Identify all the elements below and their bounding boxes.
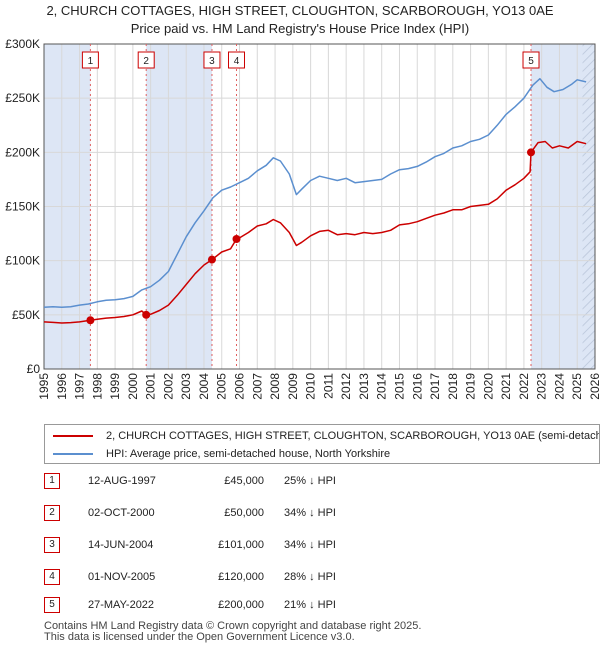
x-tick-label: 2011	[321, 373, 335, 399]
sale-marker-box	[137, 51, 155, 69]
sale-point	[232, 235, 241, 243]
x-tick-label: 2006	[233, 373, 247, 400]
sale-point	[527, 148, 536, 157]
x-tick-label: 2025	[570, 373, 584, 400]
x-tick-label: 2004	[197, 373, 211, 400]
legend-label-hpi: HPI: Average price, semi-detached house,…	[106, 448, 391, 460]
x-tick-label: 2009	[286, 373, 300, 400]
sale-number-badge: 4	[44, 569, 60, 585]
x-tick-label: 2014	[375, 373, 389, 400]
x-tick-label: 2013	[357, 373, 371, 400]
x-tick-label: 2016	[410, 373, 424, 400]
sale-date: 14-JUN-2004	[88, 539, 154, 551]
x-tick-label: 2019	[464, 373, 478, 400]
x-tick-label: 2010	[304, 373, 318, 400]
sale-date: 01-NOV-2005	[88, 571, 156, 583]
legend-item-hpi: HPI: Average price, semi-detached house,…	[53, 445, 390, 463]
x-tick-label: 2012	[339, 373, 353, 400]
x-tick-label: 2023	[535, 373, 549, 400]
sale-marker-label: 2	[143, 56, 149, 67]
sale-hpi-diff: 21% ↓ HPI	[284, 599, 336, 611]
sale-marker-box	[227, 51, 245, 69]
y-tick-label: £100K	[5, 254, 40, 268]
price-chart: 1 2 3 4 5 £0 £50K £100K £150K £200K £250K £300K 199…	[5, 37, 600, 400]
y-tick-label: £300K	[5, 37, 40, 51]
x-tick-label: 2000	[126, 373, 140, 400]
chart-title-line2: Price paid vs. HM Land Registry's House …	[130, 21, 470, 36]
x-tick-label: 2015	[392, 373, 406, 400]
sale-marker-label: 3	[209, 56, 215, 67]
sale-price: £101,000	[218, 539, 264, 551]
sale-hpi-diff: 25% ↓ HPI	[284, 475, 336, 487]
sale-number-badge: 3	[44, 537, 60, 553]
legend-swatch-property	[53, 435, 93, 437]
sale-marker-label: 1	[88, 56, 94, 67]
sale-price: £45,000	[224, 475, 264, 487]
x-tick-label: 2003	[179, 373, 193, 400]
sale-point	[207, 255, 216, 264]
x-tick-label: 2020	[481, 373, 495, 400]
sale-hpi-diff: 34% ↓ HPI	[284, 539, 336, 551]
x-tick-label: 1998	[90, 373, 104, 400]
sale-price: £200,000	[218, 599, 264, 611]
x-tick-label: 2026	[588, 373, 600, 400]
sale-date: 12-AUG-1997	[88, 475, 156, 487]
sale-hpi-diff: 28% ↓ HPI	[284, 571, 336, 583]
property-price-line	[43, 140, 587, 324]
x-tick-label: 2018	[446, 373, 460, 400]
legend-swatch-hpi	[53, 453, 93, 455]
x-tick-label: 2022	[517, 373, 531, 400]
sale-marker-box	[522, 51, 540, 69]
sale-price: £50,000	[224, 507, 264, 519]
x-tick-label: 1995	[37, 373, 51, 400]
x-tick-label: 2021	[499, 373, 513, 400]
sale-price: £120,000	[218, 571, 264, 583]
x-tick-label: 2024	[552, 373, 566, 400]
sale-point	[142, 310, 151, 319]
legend-item-property: 2, CHURCH COTTAGES, HIGH STREET, CLOUGHT…	[53, 427, 600, 445]
sale-marker-label: 4	[234, 56, 240, 67]
sale-marker-box	[203, 51, 221, 69]
sale-date: 02-OCT-2000	[88, 507, 155, 519]
x-tick-label: 2008	[268, 373, 282, 400]
x-tick-label: 2007	[250, 373, 264, 400]
legend: 2, CHURCH COTTAGES, HIGH STREET, CLOUGHT…	[44, 424, 600, 464]
y-tick-label: £150K	[5, 200, 40, 214]
sales-row: 3 14-JUN-2004 £101,000 34% ↓ HPI	[44, 534, 424, 556]
sale-point	[86, 316, 95, 325]
sale-marker-box	[81, 51, 99, 69]
sale-date: 27-MAY-2022	[88, 599, 155, 611]
y-tick-label: £250K	[5, 91, 40, 105]
sale-number-badge: 5	[44, 597, 60, 613]
sales-row: 2 02-OCT-2000 £50,000 34% ↓ HPI	[44, 502, 424, 524]
x-tick-label: 1996	[55, 373, 69, 400]
sale-marker-label: 5	[528, 56, 534, 67]
chart-title-line1: 2, CHURCH COTTAGES, HIGH STREET, CLOUGHT…	[46, 3, 554, 18]
x-tick-label: 1997	[73, 373, 87, 400]
legend-label-property: 2, CHURCH COTTAGES, HIGH STREET, CLOUGHT…	[106, 430, 600, 442]
sale-hpi-diff: 34% ↓ HPI	[284, 507, 336, 519]
sales-row: 4 01-NOV-2005 £120,000 28% ↓ HPI	[44, 566, 424, 588]
footer-copyright: Contains HM Land Registry data © Crown c…	[44, 620, 422, 632]
y-tick-label: £50K	[12, 308, 40, 322]
x-tick-label: 2001	[144, 373, 158, 400]
footer-licence: This data is licensed under the Open Gov…	[44, 631, 355, 643]
x-tick-label: 2005	[215, 373, 229, 400]
sale-number-badge: 2	[44, 505, 60, 521]
sale-number-badge: 1	[44, 473, 60, 489]
sales-row: 1 12-AUG-1997 £45,000 25% ↓ HPI	[44, 470, 424, 492]
sales-row: 5 27-MAY-2022 £200,000 21% ↓ HPI	[44, 594, 424, 616]
hpi-line	[43, 77, 587, 309]
x-tick-label: 2017	[428, 373, 442, 400]
x-tick-label: 1999	[108, 373, 122, 400]
y-tick-label: £0	[27, 362, 41, 376]
y-tick-label: £200K	[5, 145, 40, 159]
x-tick-label: 2002	[161, 373, 175, 400]
